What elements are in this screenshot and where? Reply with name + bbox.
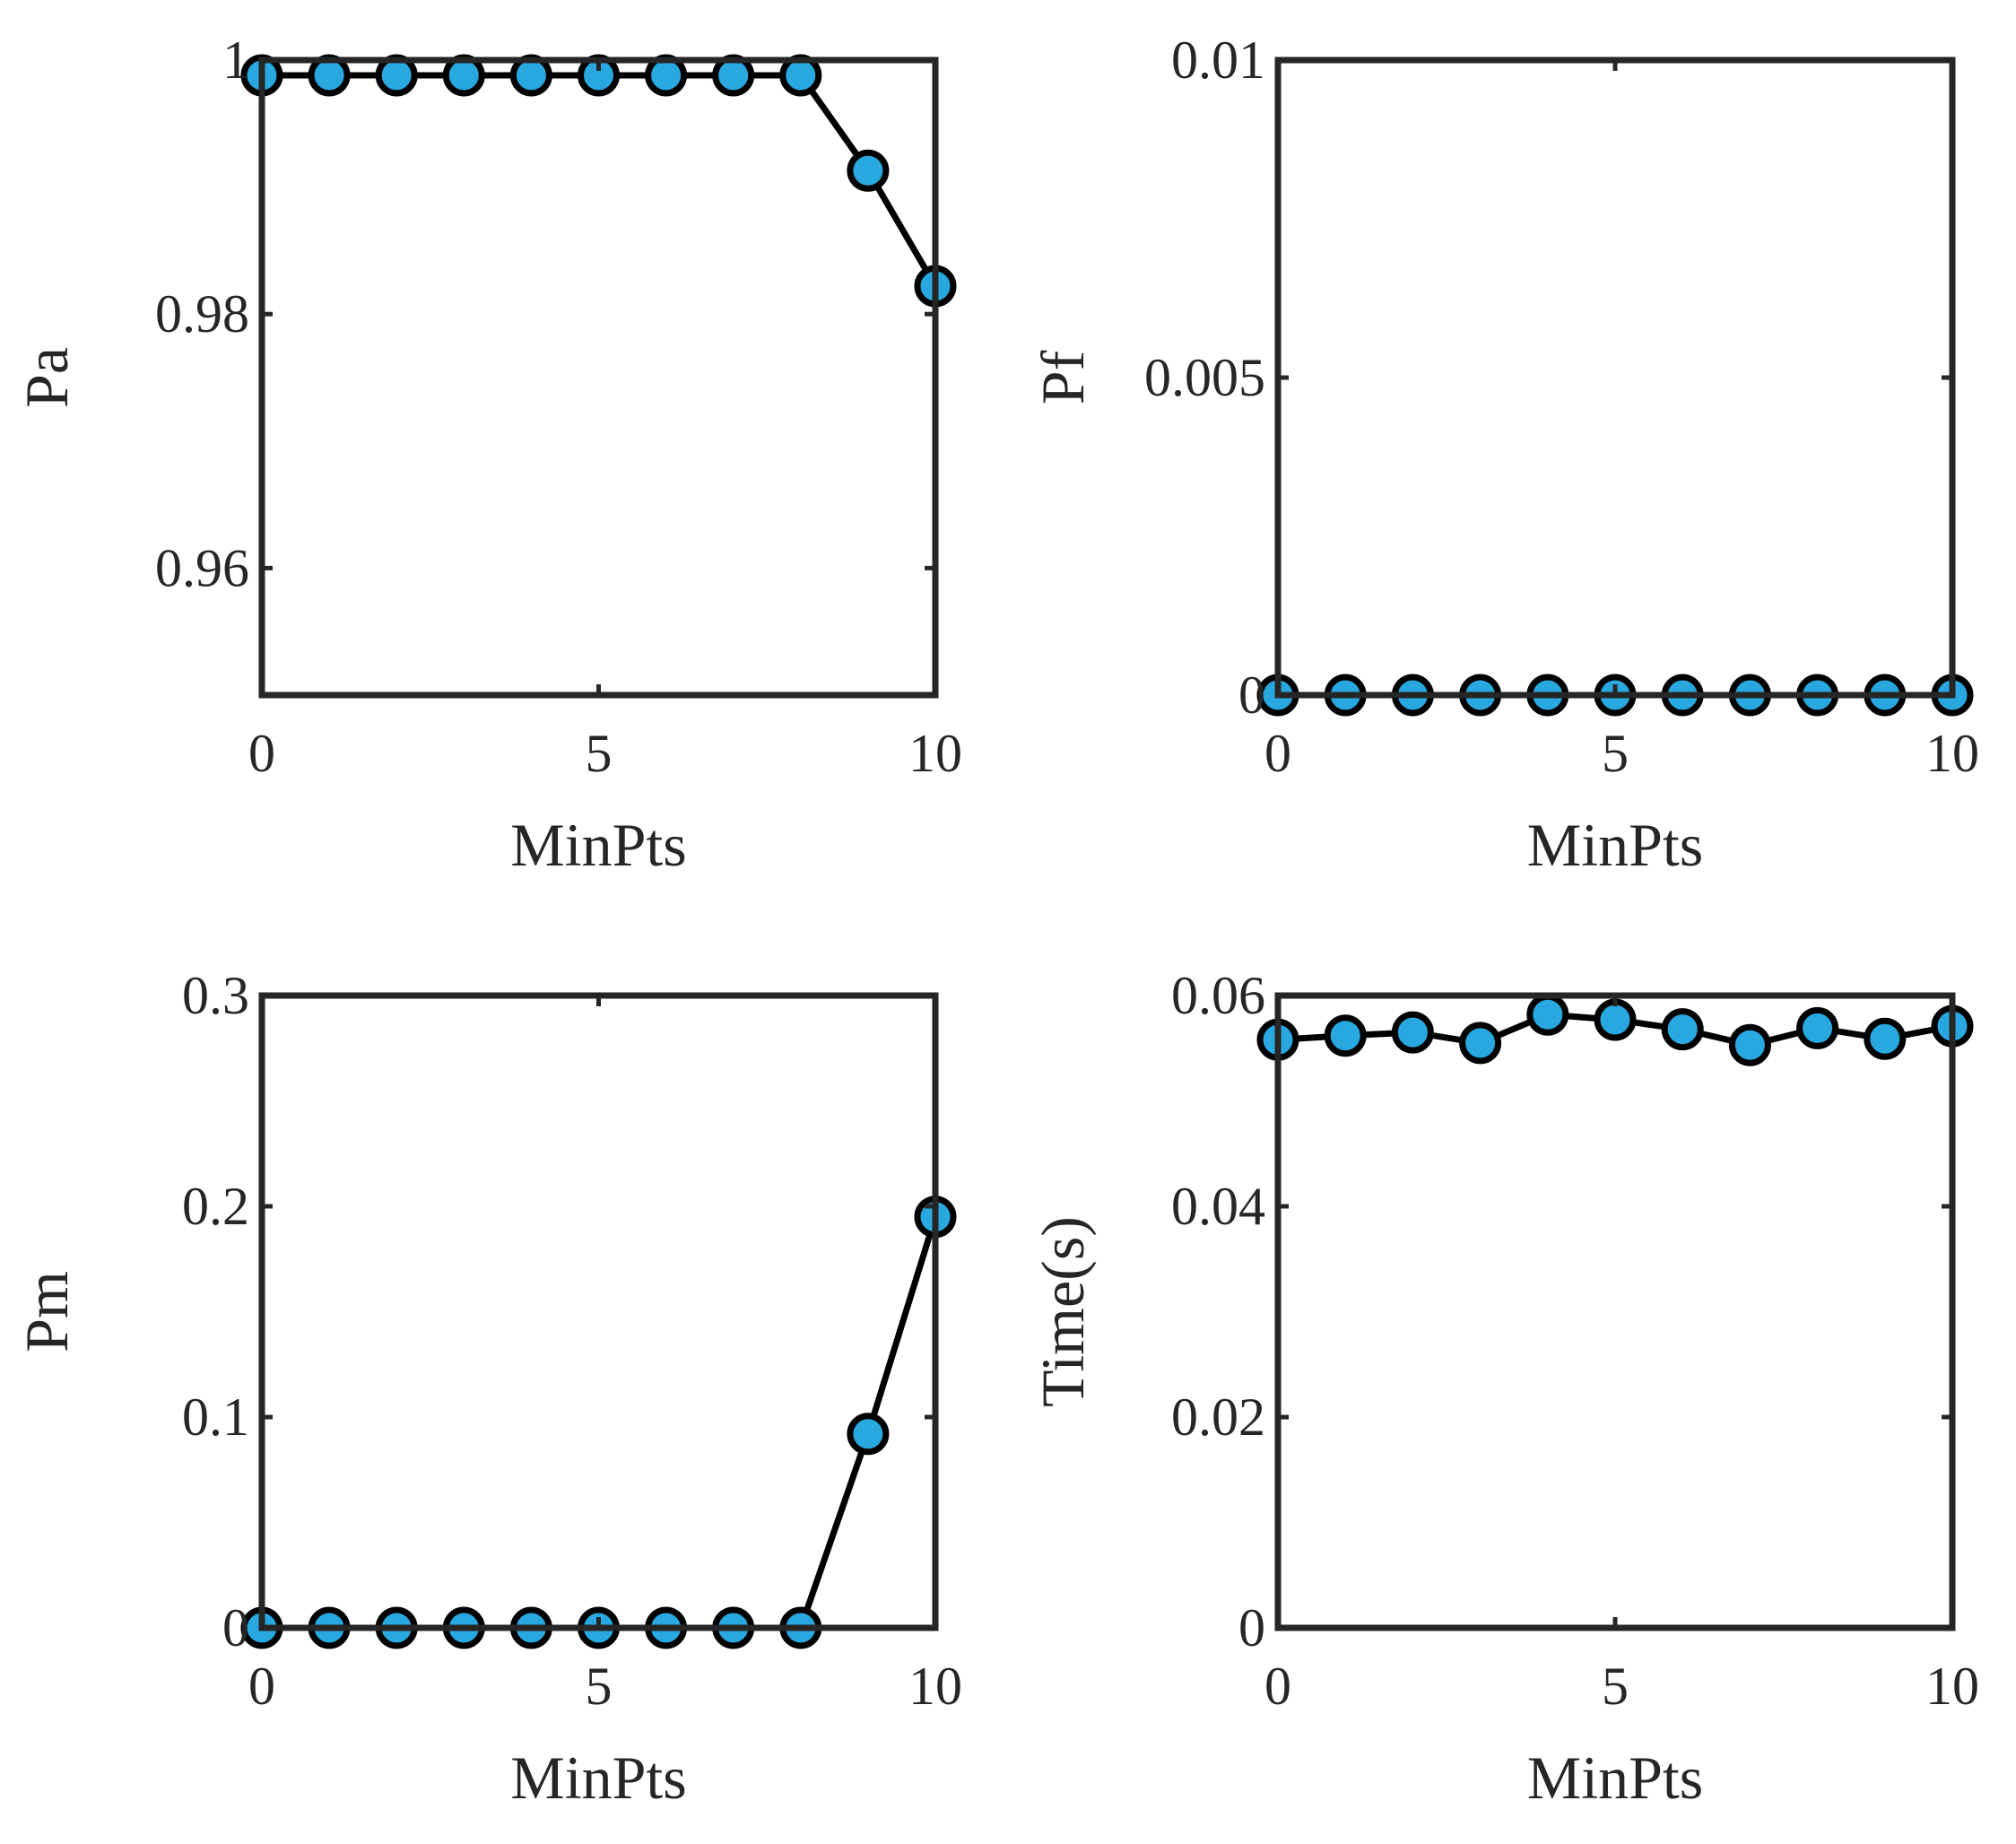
y-tick-label: 0.3 xyxy=(182,966,249,1025)
y-tick-label: 0.96 xyxy=(155,538,249,597)
y-axis-label: Time(s) xyxy=(1029,1216,1097,1407)
y-tick-label: 0.98 xyxy=(155,284,249,344)
y-axis-label: Pa xyxy=(13,347,81,408)
chart-panel-1: 0 5 10 0.96 0.98 1 MinPts Pa xyxy=(13,30,962,879)
chart-panel-2: 0 5 10 0 0.005 0.01 MinPts Pf xyxy=(1029,30,1979,879)
y-axis-label: Pm xyxy=(13,1271,81,1353)
chart-panel-3: 0 5 10 0 0.1 0.2 0.3 MinPts Pm xyxy=(13,966,962,1812)
y-tick-label: 0.2 xyxy=(182,1177,249,1236)
plot-frame xyxy=(258,57,939,699)
x-tick-label: 0 xyxy=(248,724,275,783)
y-tick-label: 0.005 xyxy=(1144,348,1265,407)
y-tick-label: 0.01 xyxy=(1171,30,1265,90)
y-axis-label: Pf xyxy=(1029,350,1097,404)
data-point xyxy=(1796,1006,1839,1049)
data-point xyxy=(1324,1014,1367,1057)
data-point xyxy=(1459,1022,1502,1065)
y-tick-label: 0 xyxy=(222,1598,249,1657)
data-point xyxy=(1661,1008,1704,1051)
x-tick-label: 10 xyxy=(1925,1657,1979,1716)
series-line xyxy=(262,72,939,288)
x-tick-label: 5 xyxy=(586,1657,613,1716)
x-tick-label: 10 xyxy=(908,1657,962,1716)
y-tick-label: 0 xyxy=(1238,1598,1265,1657)
data-point xyxy=(847,1413,890,1456)
x-tick-label: 5 xyxy=(586,724,613,783)
x-axis-label: MinPts xyxy=(510,1744,687,1812)
x-tick-label: 10 xyxy=(1925,724,1979,783)
y-tick-label: 0.04 xyxy=(1171,1177,1265,1236)
data-point xyxy=(847,149,890,192)
x-tick-label: 0 xyxy=(1264,1657,1291,1716)
x-tick-label: 0 xyxy=(248,1657,275,1716)
plot-frame xyxy=(1274,992,1956,1631)
data-point xyxy=(1526,993,1569,1036)
y-tick-label: 0.02 xyxy=(1171,1387,1265,1447)
data-point xyxy=(1391,1011,1434,1054)
x-tick-label: 0 xyxy=(1264,724,1291,783)
x-axis-label: MinPts xyxy=(1527,811,1704,879)
x-axis-label: MinPts xyxy=(1527,1744,1704,1812)
chart-panel-4: 0 5 10 0 0.02 0.04 0.06 MinPts Time(s) xyxy=(1029,966,1979,1812)
y-tick-label: 0 xyxy=(1238,665,1265,725)
plot-frame xyxy=(1274,57,1956,699)
data-point xyxy=(1728,1023,1771,1066)
data-point xyxy=(1594,998,1637,1041)
y-tick-label: 1 xyxy=(222,30,249,90)
y-tick-label: 0.06 xyxy=(1171,966,1265,1025)
x-tick-label: 5 xyxy=(1602,724,1629,783)
x-tick-label: 5 xyxy=(1602,1657,1629,1716)
series-line xyxy=(262,1215,939,1631)
x-axis-label: MinPts xyxy=(510,811,687,879)
y-tick-label: 0.1 xyxy=(182,1387,249,1447)
data-point xyxy=(1864,1017,1907,1060)
x-tick-label: 10 xyxy=(908,724,962,783)
